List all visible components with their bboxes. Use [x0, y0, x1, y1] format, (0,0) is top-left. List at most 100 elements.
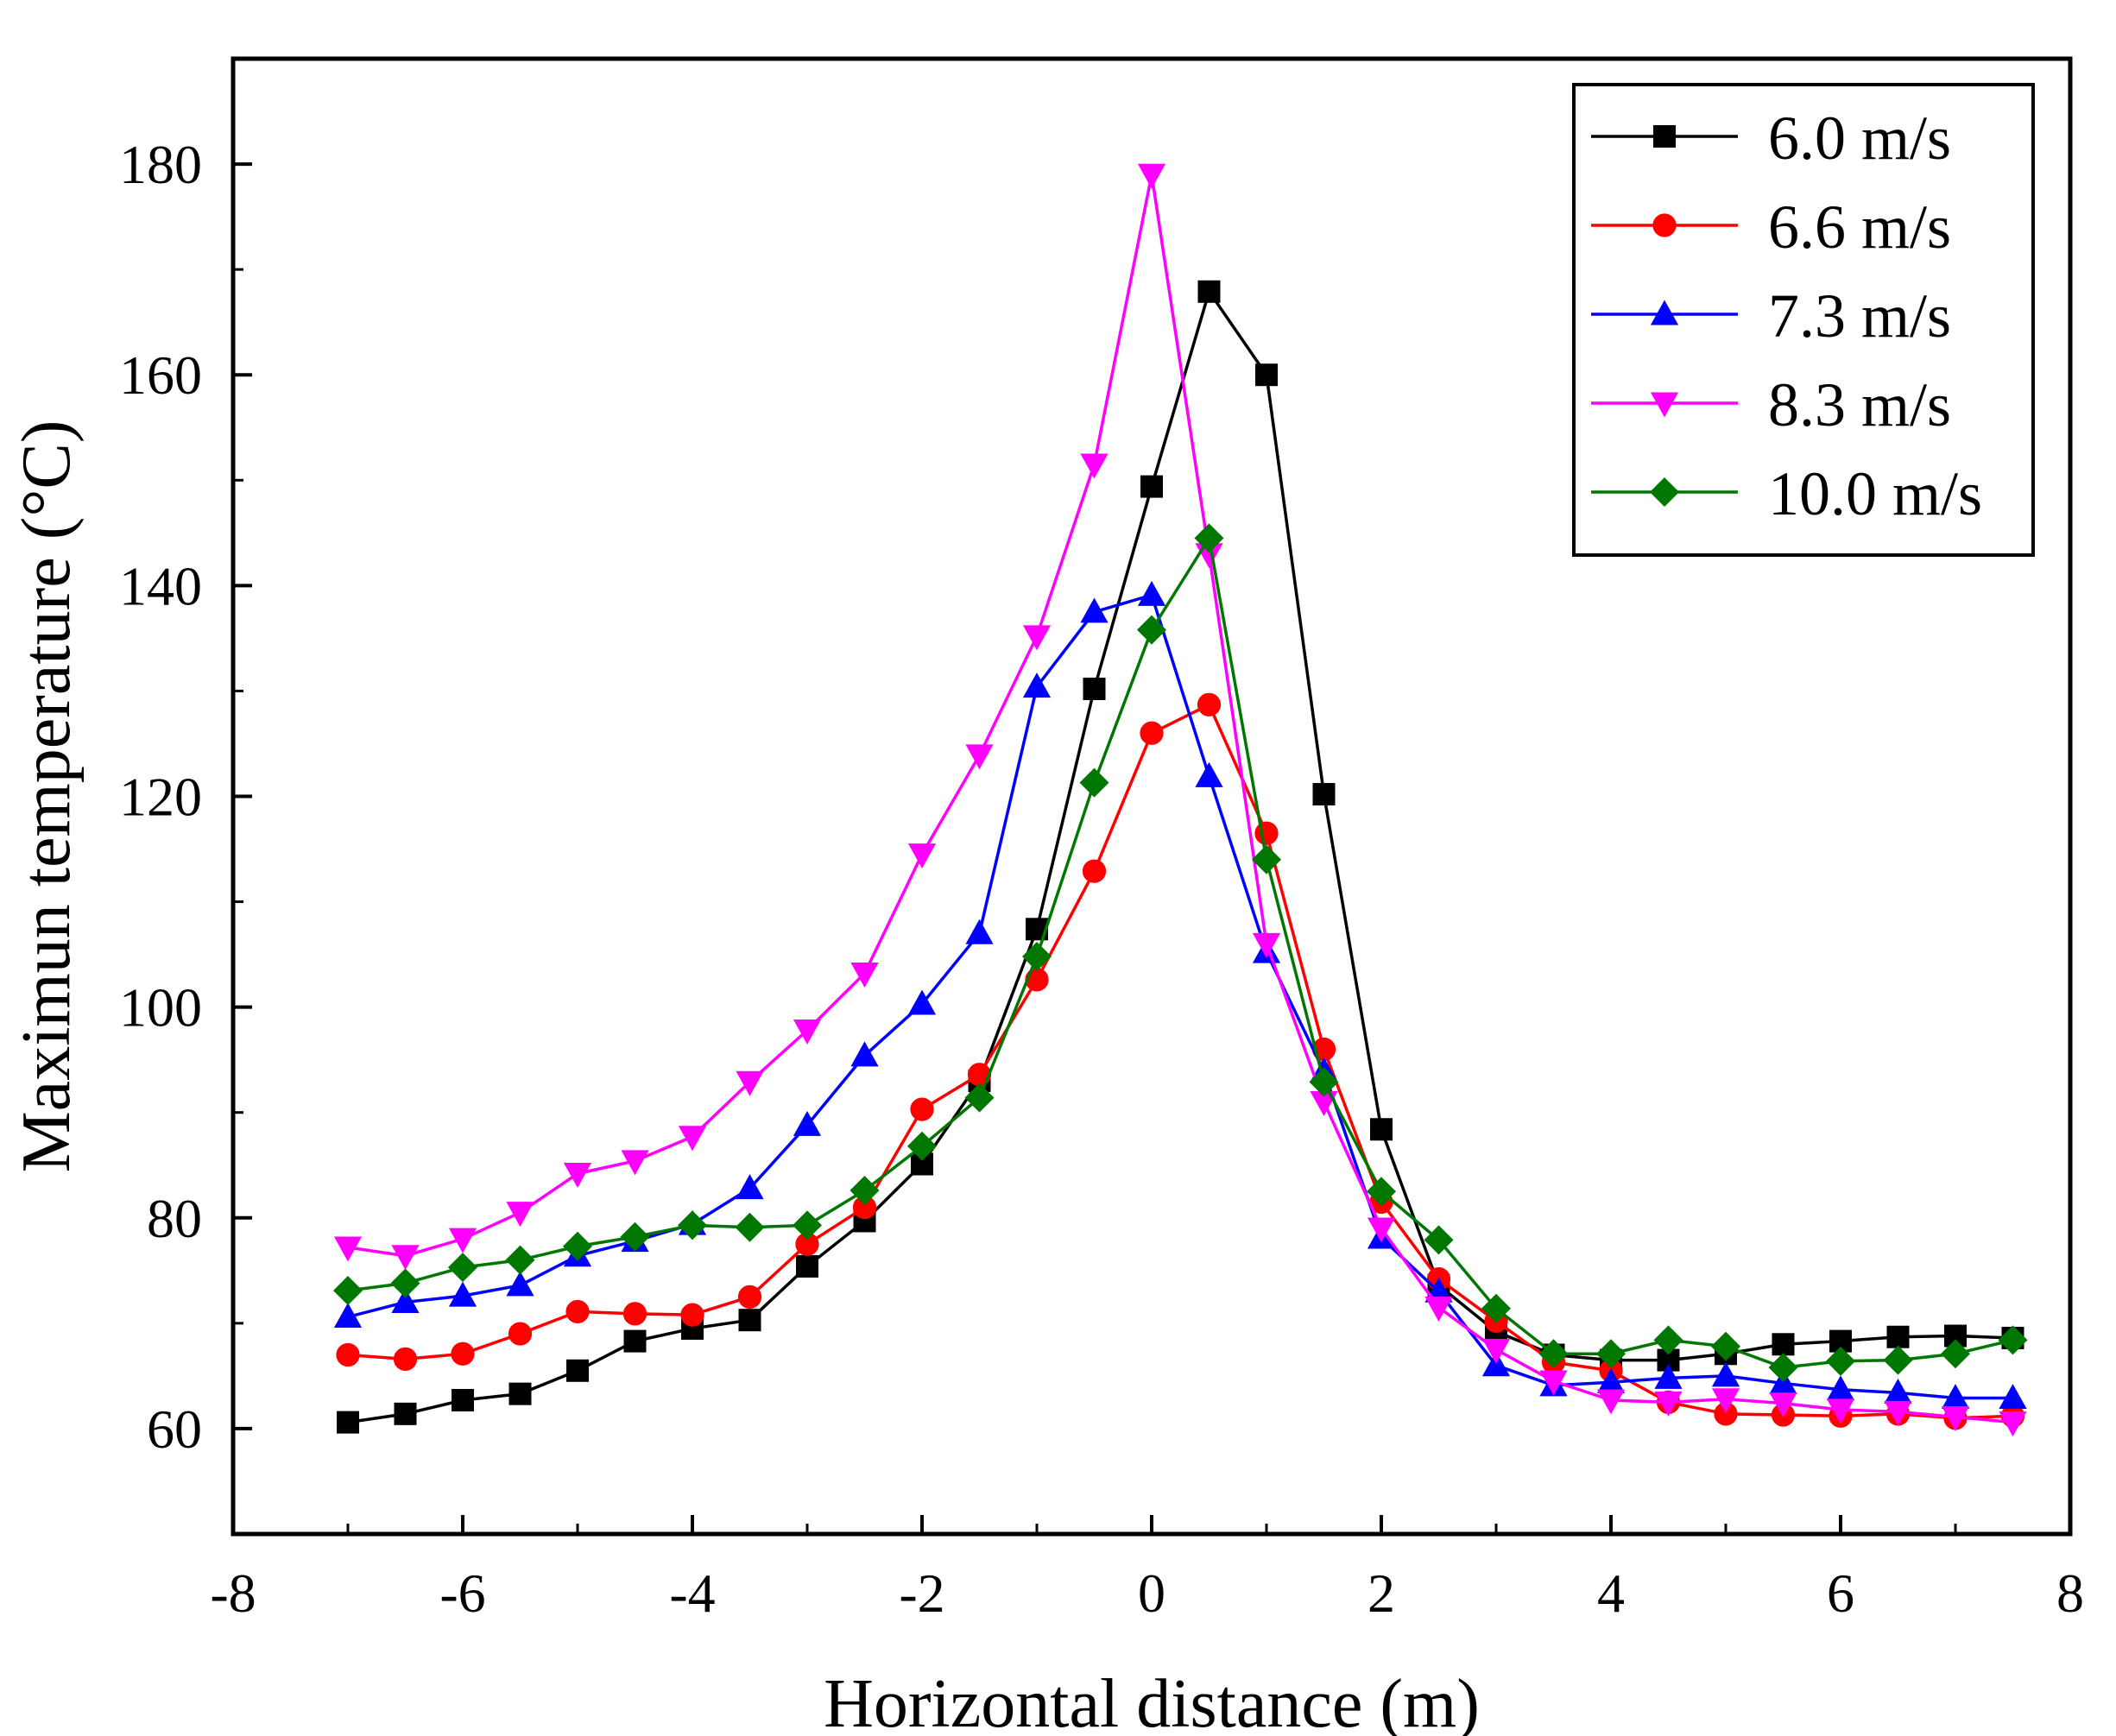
data-point — [1137, 163, 1166, 189]
y-axis-label: Maximun temperature (°C) — [9, 420, 85, 1173]
data-point — [333, 1236, 363, 1262]
data-point — [1886, 1325, 1910, 1348]
data-point — [566, 1359, 589, 1382]
data-point — [1825, 1346, 1856, 1376]
data-point — [623, 1329, 647, 1353]
legend-label: 7.3 m/s — [1768, 281, 1951, 350]
data-point — [793, 1110, 822, 1136]
data-point — [508, 1382, 532, 1405]
data-point — [792, 1210, 823, 1240]
data-point — [965, 744, 994, 770]
data-point — [1370, 1118, 1393, 1141]
data-point — [1711, 1388, 1740, 1414]
data-point — [1022, 625, 1052, 651]
legend-box — [1572, 83, 2035, 557]
data-point — [1481, 1338, 1511, 1364]
data-point — [1137, 580, 1166, 606]
data-point — [1140, 721, 1164, 745]
data-point — [1022, 672, 1052, 698]
data-point — [1654, 1363, 1683, 1389]
legend-item: 8.3 m/s — [1591, 370, 1951, 439]
data-point — [447, 1253, 478, 1283]
x-tick-label: -6 — [439, 1562, 485, 1624]
data-point — [964, 1083, 995, 1113]
data-point — [1367, 1217, 1396, 1243]
data-point — [1596, 1389, 1626, 1415]
x-tick-label: -8 — [210, 1562, 256, 1624]
legend-label: 6.0 m/s — [1768, 104, 1951, 173]
y-tick-label: 80 — [147, 1188, 202, 1249]
data-point — [1941, 1405, 1970, 1431]
data-point — [1826, 1398, 1855, 1424]
data-point — [1424, 1297, 1453, 1323]
data-point — [1940, 1339, 1971, 1369]
data-point — [1080, 453, 1109, 479]
data-point — [508, 1322, 533, 1346]
x-tick-label: 4 — [1597, 1562, 1625, 1624]
x-tick-label: 8 — [2056, 1562, 2084, 1624]
x-tick-label: 6 — [1827, 1562, 1854, 1624]
legend-label: 8.3 m/s — [1768, 370, 1951, 439]
data-point — [1021, 942, 1052, 972]
data-point — [565, 1299, 590, 1324]
data-point — [910, 1097, 934, 1121]
data-point — [1251, 844, 1282, 874]
series-10-0-m-s — [332, 523, 2028, 1383]
data-point — [1538, 1339, 1569, 1369]
data-point — [1654, 1391, 1683, 1417]
data-point — [1710, 1331, 1741, 1361]
series-6-0-m-s — [337, 280, 2024, 1434]
series-line — [347, 173, 2013, 1424]
data-point — [332, 1276, 363, 1306]
y-tick-label: 180 — [119, 134, 202, 195]
x-tick-label: 2 — [1368, 1562, 1395, 1624]
legend-label: 10.0 m/s — [1768, 459, 1982, 528]
legend-item: 6.0 m/s — [1591, 104, 1951, 173]
y-tick-label: 60 — [147, 1398, 202, 1460]
data-point — [451, 1341, 475, 1366]
data-point — [737, 1285, 762, 1309]
data-point — [1653, 1325, 1683, 1355]
legend-item: 10.0 m/s — [1591, 459, 1982, 528]
data-point — [391, 1245, 420, 1271]
data-point — [677, 1210, 708, 1240]
data-point — [391, 1287, 420, 1313]
axes-layer: -8 -6 -4 -2 0 2 4 6 8 60 80 100 120 140 160 180 — [119, 134, 2084, 1624]
x-tick-label: -2 — [899, 1562, 944, 1624]
data-point — [1998, 1325, 2028, 1355]
y-tick-label: 140 — [119, 555, 202, 616]
data-point — [337, 1411, 359, 1434]
data-point — [1539, 1370, 1568, 1396]
data-point — [1999, 1384, 2027, 1410]
data-point — [965, 919, 994, 944]
data-point — [907, 989, 937, 1015]
data-point — [850, 963, 879, 988]
data-point — [505, 1245, 535, 1275]
series-6-6-m-s — [336, 692, 2025, 1430]
data-point — [506, 1271, 534, 1297]
data-point — [1711, 1361, 1740, 1387]
data-point — [678, 1126, 707, 1152]
data-point — [1772, 1333, 1795, 1356]
data-point — [336, 1342, 360, 1367]
data-point — [736, 1070, 764, 1096]
data-point — [1136, 615, 1167, 645]
legend-label: 6.6 m/s — [1768, 193, 1951, 262]
legend-marker — [1650, 300, 1679, 325]
data-point — [1082, 859, 1107, 883]
y-tick-label: 100 — [119, 977, 202, 1038]
y-tick-label: 120 — [119, 767, 202, 828]
data-point — [906, 1131, 938, 1161]
data-point — [448, 1228, 477, 1253]
data-point — [907, 843, 937, 869]
data-point — [1366, 1177, 1397, 1207]
data-point — [393, 1347, 418, 1371]
data-point — [1197, 692, 1222, 716]
data-point — [1768, 1353, 1798, 1383]
data-point — [1769, 1392, 1797, 1418]
data-point — [1424, 1225, 1454, 1255]
data-point — [1080, 597, 1109, 623]
data-point — [738, 1309, 761, 1332]
data-point — [1254, 821, 1279, 845]
data-point — [394, 1402, 417, 1425]
